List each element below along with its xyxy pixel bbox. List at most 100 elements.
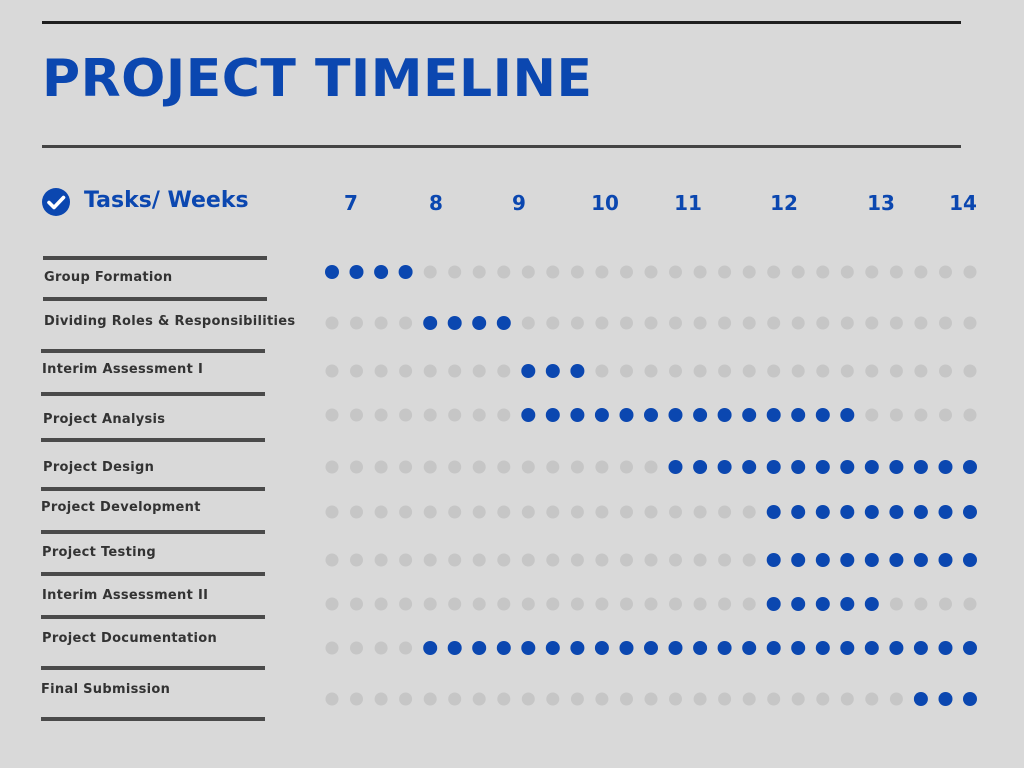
timeline-dot-active [889, 505, 904, 519]
timeline-dot-inactive [889, 408, 903, 422]
timeline-dot-active [693, 460, 708, 474]
timeline-dot-active [815, 553, 830, 567]
timeline-dot-inactive [840, 316, 854, 330]
timeline-dot-inactive [374, 641, 388, 655]
timeline-dot-inactive [325, 692, 339, 706]
timeline-dot-inactive [325, 505, 339, 519]
timeline-dot-inactive [620, 692, 633, 706]
timeline-dot-inactive [816, 265, 830, 279]
timeline-dot-active [717, 641, 732, 655]
timeline-dot-inactive [620, 505, 633, 519]
timeline-dot-active [742, 408, 757, 422]
timeline-dot-active [864, 553, 879, 567]
timeline-dot-active [913, 641, 928, 655]
timeline-dot-inactive [669, 316, 682, 330]
timeline-dot-inactive [644, 460, 658, 474]
top-divider [42, 21, 961, 24]
timeline-dot-inactive [374, 553, 388, 567]
timeline-dot-active [815, 641, 830, 655]
timeline-dot-inactive [497, 460, 511, 474]
timeline-dot-inactive [620, 316, 633, 330]
timeline-dot-inactive [472, 408, 486, 422]
timeline-dot-active [570, 364, 585, 378]
task-divider [41, 487, 265, 491]
task-label: Group Formation [44, 270, 173, 285]
timeline-dot-inactive [939, 408, 952, 422]
timeline-dot-inactive [889, 597, 903, 611]
timeline-dot-inactive [448, 460, 462, 474]
timeline-dot-inactive [374, 316, 388, 330]
timeline-dot-active [889, 460, 904, 474]
week-label-11: 11 [674, 191, 702, 215]
timeline-dot-inactive [939, 597, 952, 611]
timeline-dot-inactive [399, 505, 413, 519]
task-label: Dividing Roles & Responsibilities [44, 314, 296, 329]
timeline-dot-active [864, 597, 879, 611]
timeline-dot-inactive [546, 597, 560, 611]
task-divider [41, 572, 265, 576]
timeline-dot-inactive [423, 460, 437, 474]
timeline-dot-inactive [889, 316, 903, 330]
timeline-dot-inactive [791, 265, 805, 279]
timeline-dot-inactive [497, 692, 511, 706]
timeline-dot-active [791, 505, 806, 519]
task-label: Project Development [41, 500, 201, 515]
timeline-dot-active [840, 641, 855, 655]
timeline-dot-inactive [963, 408, 977, 422]
timeline-dot-inactive [546, 460, 560, 474]
timeline-dot-inactive [939, 364, 952, 378]
timeline-dot-inactive [521, 316, 535, 330]
timeline-dot-inactive [546, 553, 560, 567]
timeline-dot-inactive [914, 408, 928, 422]
timeline-dot-inactive [742, 316, 756, 330]
timeline-dot-active [815, 460, 830, 474]
timeline-dot-inactive [620, 597, 633, 611]
timeline-dot-active [717, 460, 732, 474]
timeline-dot-active [815, 408, 830, 422]
check-circle-icon [42, 188, 70, 216]
task-divider [41, 349, 265, 353]
timeline-dot-inactive [448, 364, 462, 378]
task-divider [43, 297, 267, 301]
timeline-dot-active [864, 641, 879, 655]
timeline-dot-inactive [914, 316, 928, 330]
timeline-dot-active [521, 364, 536, 378]
timeline-dot-inactive [546, 505, 560, 519]
timeline-dot-inactive [791, 692, 805, 706]
timeline-dot-active [840, 505, 855, 519]
timeline-dot-inactive [693, 364, 707, 378]
timeline-dot-inactive [448, 692, 462, 706]
timeline-dot-inactive [570, 460, 584, 474]
timeline-dot-inactive [889, 265, 903, 279]
timeline-dot-inactive [374, 597, 388, 611]
timeline-dot-inactive [669, 692, 682, 706]
task-divider [41, 615, 265, 619]
timeline-dot-inactive [939, 265, 952, 279]
timeline-dot-inactive [644, 316, 658, 330]
timeline-dot-inactive [350, 505, 363, 519]
timeline-dot-inactive [448, 265, 462, 279]
timeline-dot-inactive [963, 364, 977, 378]
timeline-dot-inactive [644, 597, 658, 611]
timeline-dot-inactive [767, 316, 781, 330]
timeline-dot-inactive [546, 265, 560, 279]
timeline-dot-inactive [325, 316, 339, 330]
timeline-dot-inactive [865, 692, 879, 706]
timeline-dot-inactive [595, 316, 609, 330]
timeline-dot-active [864, 505, 879, 519]
timeline-dot-inactive [399, 553, 413, 567]
timeline-dot-inactive [521, 265, 535, 279]
timeline-dot-active [325, 265, 339, 279]
timeline-dot-active [791, 553, 806, 567]
timeline-dot-active [619, 408, 634, 422]
timeline-dot-inactive [521, 460, 535, 474]
timeline-dot-inactive [963, 316, 977, 330]
timeline-dot-active [619, 641, 634, 655]
timeline-dot-inactive [399, 364, 413, 378]
timeline-dot-inactive [472, 553, 486, 567]
timeline-dot-inactive [644, 265, 658, 279]
timeline-dot-active [668, 460, 683, 474]
timeline-dot-inactive [742, 505, 756, 519]
timeline-dot-active [840, 408, 855, 422]
